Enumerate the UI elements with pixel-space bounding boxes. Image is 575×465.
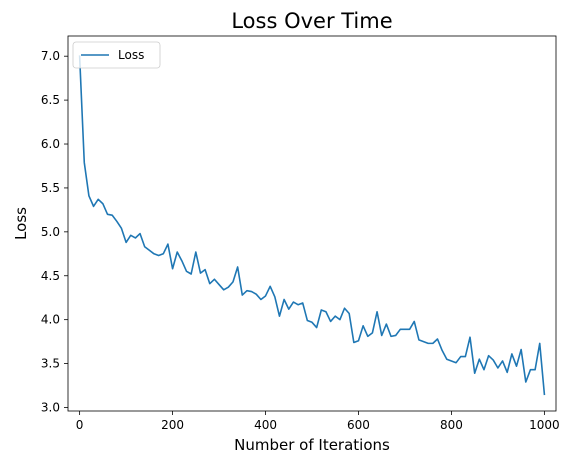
x-tick-label: 400 <box>254 418 277 432</box>
x-tick-label: 1000 <box>529 418 560 432</box>
x-tick-label: 600 <box>347 418 370 432</box>
series-line-loss <box>78 55 546 396</box>
x-tick-label: 200 <box>161 418 184 432</box>
y-tick-label: 4.5 <box>41 269 60 283</box>
y-tick-label: 6.0 <box>41 137 60 151</box>
y-tick-label: 7.0 <box>41 49 60 63</box>
y-tick-label: 3.0 <box>41 400 60 414</box>
x-tick-label: 0 <box>76 418 84 432</box>
legend-box <box>72 41 161 69</box>
y-tick-label: 4.0 <box>41 313 60 327</box>
x-axis-label: Number of Iterations <box>234 436 390 454</box>
x-tick-label: 800 <box>440 418 463 432</box>
y-tick-label: 3.5 <box>41 357 60 371</box>
legend-label: Loss <box>118 48 144 62</box>
y-tick-label: 5.5 <box>41 181 60 195</box>
y-tick-label: 6.5 <box>41 93 60 107</box>
y-tick-label: 5.0 <box>41 225 60 239</box>
y-axis-label: Loss <box>12 207 30 240</box>
plot-frame <box>67 35 557 412</box>
chart-title: Loss Over Time <box>231 9 392 33</box>
